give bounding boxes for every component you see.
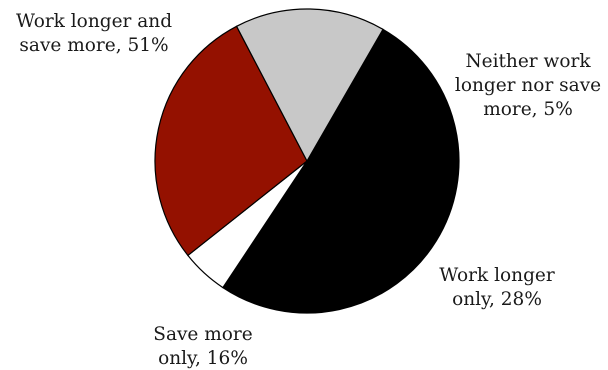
- slice-label-line: Work longer and: [16, 11, 172, 32]
- pie-slice-0: [222, 28, 460, 314]
- slice-label-2: Work longer only, 28%: [439, 265, 555, 310]
- slice-label-line: save more, 51%: [19, 35, 168, 56]
- slice-label-0: Work longer and save more, 51%: [16, 11, 172, 56]
- pie-slice-2: [154, 25, 308, 257]
- slice-label-1: Neither work longer nor save more, 5%: [455, 51, 601, 120]
- slice-label-line: only, 16%: [158, 348, 248, 369]
- slice-label-line: longer nor save: [455, 75, 601, 96]
- pie-labels: Work longer and save more, 51% Neither wor…: [16, 11, 601, 369]
- pie-slices: [154, 8, 460, 314]
- slice-label-line: more, 5%: [483, 99, 573, 120]
- slice-label-line: Work longer: [439, 265, 555, 286]
- slice-label-line: only, 28%: [452, 289, 542, 310]
- slice-label-line: Save more: [153, 324, 253, 345]
- slice-label-3: Save more only, 16%: [153, 324, 253, 369]
- slice-label-line: Neither work: [465, 51, 591, 72]
- pie-slice-3: [235, 8, 384, 163]
